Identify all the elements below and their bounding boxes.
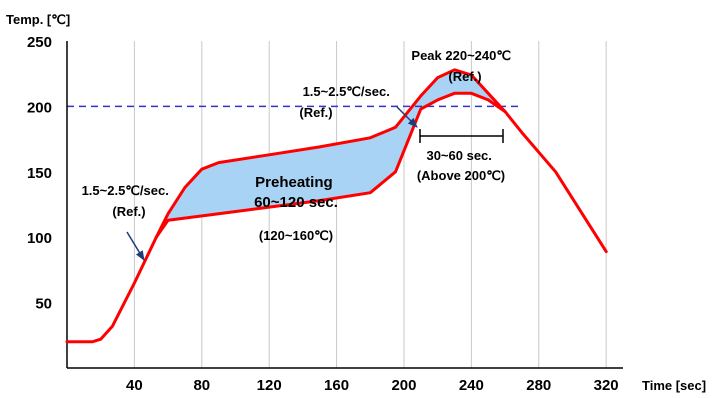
peak-annotation: Peak 220~240℃ (Ref.): [411, 48, 514, 84]
preheating-range-annotation: (120~160℃): [259, 228, 333, 243]
x-tick-label-280: 280: [526, 377, 551, 394]
axes: [66, 41, 623, 369]
left-rate-annotation: 1.5~2.5℃/sec. (Ref.): [82, 183, 173, 219]
right-rate-annotation: 1.5~2.5℃/sec. (Ref.): [299, 84, 393, 120]
right-rate-arrow: [396, 106, 418, 128]
left-rate-arrow: [126, 231, 145, 261]
lower-profile-line: [154, 91, 507, 239]
x-tick-label-80: 80: [193, 377, 210, 394]
above-condition: (Above 200℃): [417, 168, 505, 183]
above-duration: 30~60 sec.: [426, 148, 491, 163]
preheating-annotation: Preheating 60~120 sec.: [254, 174, 338, 211]
x-tick-label-160: 160: [324, 377, 349, 394]
above-200-annotation: 30~60 sec. (Above 200℃): [417, 148, 505, 183]
left-rate-value: 1.5~2.5℃/sec.: [82, 183, 169, 198]
x-tick-label-40: 40: [126, 377, 143, 394]
peak-value: Peak 220~240℃: [411, 48, 511, 63]
upper-profile-line: [65, 68, 608, 344]
preheating-duration: 60~120 sec.: [254, 194, 338, 211]
y-axis-label: Temp. [℃]: [6, 12, 70, 27]
x-axis-label: Time [sec]: [642, 378, 706, 393]
y-tick-label-150: 150: [27, 165, 52, 182]
y-tick-label-250: 250: [27, 34, 52, 51]
y-tick-label-50: 50: [35, 296, 52, 313]
x-tick-label-320: 320: [594, 377, 619, 394]
y-tick-label-100: 100: [27, 230, 52, 247]
profile-band-fill: [156, 69, 506, 238]
peak-ref: (Ref.): [448, 69, 481, 84]
right-rate-value: 1.5~2.5℃/sec.: [303, 84, 390, 99]
x-tick-label-120: 120: [257, 377, 282, 394]
x-tick-label-200: 200: [391, 377, 416, 394]
profile-band: [156, 69, 506, 238]
x-tick-label-240: 240: [459, 377, 484, 394]
series-layer: [65, 68, 608, 344]
preheating-label: Preheating: [255, 174, 333, 191]
right-rate-ref: (Ref.): [299, 105, 332, 120]
tick-labels: 50 100 150 200 250 40 80 120 160 200 240 280 320: [27, 34, 619, 394]
y-tick-label-200: 200: [27, 99, 52, 116]
left-rate-ref: (Ref.): [112, 204, 145, 219]
